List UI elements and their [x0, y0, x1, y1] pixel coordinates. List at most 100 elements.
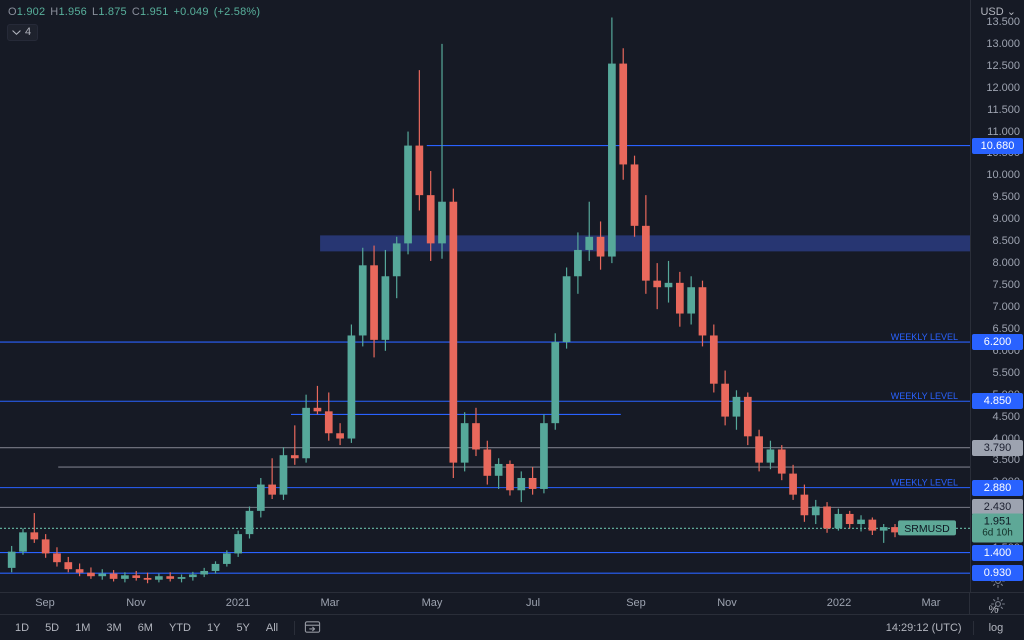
price-badge[interactable]: 4.850: [972, 393, 1023, 410]
candle-body[interactable]: [30, 532, 39, 540]
candle-body[interactable]: [245, 510, 254, 535]
candle-body[interactable]: [834, 513, 843, 529]
candle-body[interactable]: [392, 243, 401, 277]
candle-body[interactable]: [370, 265, 378, 340]
candle-body[interactable]: [404, 145, 412, 244]
candle-body[interactable]: [290, 455, 299, 459]
scale-mode-group[interactable]: % log auto: [983, 601, 1016, 640]
price-badge[interactable]: 0.930: [972, 565, 1023, 582]
timeframe-button-group[interactable]: 1D 5D 1M 3M 6M YTD 1Y 5Y All: [0, 619, 285, 637]
candle-body[interactable]: [619, 63, 628, 165]
candle-body[interactable]: [891, 527, 899, 533]
candle-body[interactable]: [41, 539, 50, 554]
candle-body[interactable]: [313, 407, 322, 412]
candle-body[interactable]: [608, 63, 616, 257]
time-scale-settings-icon[interactable]: [990, 596, 1006, 612]
price-badge[interactable]: 10.680: [972, 137, 1023, 154]
candle-body[interactable]: [438, 201, 446, 244]
candle-body[interactable]: [189, 574, 197, 578]
time-scale[interactable]: Sep Nov 2021 Mar May Jul Sep Nov 2022 Mar: [0, 592, 1024, 614]
candle-body[interactable]: [166, 576, 175, 579]
candle-body[interactable]: [109, 573, 118, 579]
candle-body[interactable]: [200, 570, 209, 575]
candle-body[interactable]: [472, 423, 480, 450]
candle-body[interactable]: [630, 164, 639, 226]
price-badge[interactable]: 1.951 6d 10h: [972, 513, 1023, 543]
candle-body[interactable]: [358, 265, 367, 336]
symbol-price-tag[interactable]: SRMUSD: [898, 520, 956, 536]
candle-body[interactable]: [698, 287, 707, 336]
candle-body[interactable]: [540, 423, 548, 489]
bottom-toolbar[interactable]: 1D 5D 1M 3M 6M YTD 1Y 5Y All 14:29:12 (UTC) % log…: [0, 604, 1024, 640]
candle-body[interactable]: [132, 575, 141, 578]
scale-mode-auto[interactable]: auto: [983, 637, 1016, 640]
candle-body[interactable]: [460, 423, 469, 463]
candle-body[interactable]: [302, 407, 310, 459]
candle-body[interactable]: [687, 287, 696, 314]
candle-series[interactable]: [7, 17, 911, 584]
candle-body[interactable]: [222, 553, 231, 564]
scale-mode-log[interactable]: log: [988, 621, 1004, 634]
candle-body[interactable]: [426, 195, 435, 244]
candle-body[interactable]: [664, 282, 673, 288]
candle-body[interactable]: [562, 276, 571, 343]
candle-body[interactable]: [528, 477, 537, 489]
scale-mode-percent[interactable]: %: [988, 603, 999, 616]
candle-body[interactable]: [675, 282, 684, 314]
candle-body[interactable]: [879, 527, 888, 531]
candle-body[interactable]: [347, 335, 356, 439]
interval-dropdown[interactable]: 4: [7, 24, 39, 41]
candlestick-plot[interactable]: WEEKLY LEVEL WEEKLY LEVEL WEEKLY LEVEL SRMU…: [0, 0, 970, 592]
candle-body[interactable]: [98, 573, 107, 577]
candle-body[interactable]: [766, 449, 775, 463]
candle-body[interactable]: [823, 506, 831, 529]
candle-body[interactable]: [857, 519, 865, 525]
candle-body[interactable]: [415, 145, 424, 196]
candle-body[interactable]: [121, 575, 129, 579]
candle-body[interactable]: [868, 519, 877, 531]
timeframe-button-1y[interactable]: 1Y: [200, 619, 227, 637]
timeframe-button-3m[interactable]: 3M: [99, 619, 128, 637]
candle-body[interactable]: [279, 455, 288, 495]
timeframe-button-5d[interactable]: 5D: [38, 619, 66, 637]
candle-body[interactable]: [234, 534, 243, 554]
candle-body[interactable]: [777, 449, 786, 474]
candle-body[interactable]: [256, 484, 265, 511]
timeframe-button-6m[interactable]: 6M: [131, 619, 160, 637]
candle-body[interactable]: [177, 577, 186, 579]
candle-body[interactable]: [75, 569, 84, 573]
price-scale[interactable]: USD ⌄ 13.500 13.000 12.500 12.000 11.500 11.0…: [970, 0, 1024, 592]
price-badge[interactable]: 6.200: [972, 334, 1023, 351]
bar-replay-icon[interactable]: [304, 619, 321, 636]
candle-body[interactable]: [336, 433, 344, 439]
timeframe-button-ytd[interactable]: YTD: [162, 619, 198, 637]
candle-body[interactable]: [155, 576, 163, 580]
candle-body[interactable]: [449, 201, 458, 463]
currency-chip[interactable]: USD ⌄: [977, 4, 1019, 19]
timeframe-button-1m[interactable]: 1M: [68, 619, 97, 637]
price-badge[interactable]: 1.400: [972, 544, 1023, 561]
candle-body[interactable]: [709, 335, 718, 384]
candle-body[interactable]: [143, 577, 152, 580]
candle-body[interactable]: [517, 477, 526, 491]
candle-body[interactable]: [800, 494, 809, 516]
timeframe-button-5y[interactable]: 5Y: [229, 619, 256, 637]
candle-body[interactable]: [7, 551, 16, 568]
candle-body[interactable]: [268, 484, 276, 495]
candle-body[interactable]: [53, 553, 61, 563]
candle-body[interactable]: [743, 396, 752, 437]
candle-body[interactable]: [789, 473, 797, 495]
timeframe-button-all[interactable]: All: [259, 619, 285, 637]
price-badge[interactable]: 2.430: [972, 499, 1023, 516]
candle-body[interactable]: [596, 236, 605, 257]
candle-body[interactable]: [585, 236, 594, 250]
candle-body[interactable]: [494, 463, 503, 476]
candle-body[interactable]: [324, 411, 333, 434]
timeframe-button-1d[interactable]: 1D: [8, 619, 36, 637]
candle-body[interactable]: [845, 513, 854, 525]
candle-body[interactable]: [483, 449, 492, 476]
candle-body[interactable]: [211, 563, 220, 571]
candle-body[interactable]: [506, 463, 514, 491]
candle-body[interactable]: [732, 396, 741, 417]
candle-body[interactable]: [811, 506, 820, 516]
